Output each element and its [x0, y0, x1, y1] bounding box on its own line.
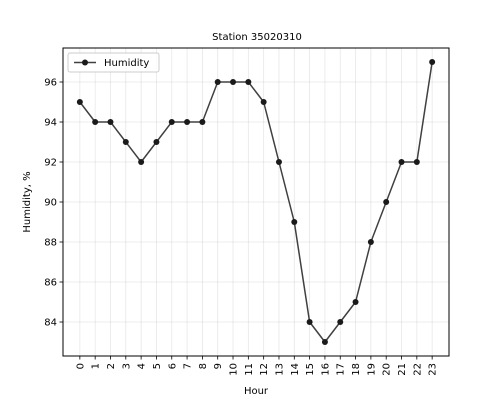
x-tick-label: 4 — [137, 363, 148, 369]
x-tick-label: 2 — [106, 363, 117, 369]
data-point — [214, 79, 221, 85]
y-tick-label: 84 — [44, 318, 57, 329]
series-line — [79, 61, 433, 343]
y-axis-label: Humidity, % — [22, 171, 33, 232]
x-tick-label: 3 — [121, 363, 132, 369]
data-point — [153, 139, 160, 145]
data-point — [383, 199, 390, 205]
data-point — [413, 159, 420, 165]
x-tick-label: 8 — [198, 363, 209, 369]
x-tick-label: 23 — [428, 363, 439, 376]
legend-label-humidity: Humidity — [104, 58, 149, 69]
data-point — [230, 79, 237, 85]
data-point — [275, 159, 282, 165]
series-humidity — [76, 59, 436, 345]
data-point — [245, 79, 252, 85]
data-point — [260, 99, 267, 105]
grid — [63, 48, 449, 356]
y-tick-label: 88 — [44, 238, 57, 249]
data-point — [76, 99, 83, 105]
x-tick-label: 19 — [366, 363, 377, 376]
data-point — [107, 119, 114, 125]
data-point — [352, 299, 359, 305]
data-point — [398, 159, 405, 165]
x-tick-label: 7 — [183, 363, 194, 369]
x-tick-label: 12 — [259, 363, 270, 376]
y-tick-label: 96 — [44, 78, 57, 89]
x-tick-label: 10 — [229, 363, 240, 376]
x-tick-label: 21 — [397, 363, 408, 376]
legend-marker-swatch — [82, 59, 88, 66]
data-point — [184, 119, 191, 125]
x-tick-label: 20 — [382, 363, 393, 376]
data-point — [168, 119, 175, 125]
data-point — [429, 59, 436, 65]
x-tick-label: 16 — [320, 363, 331, 376]
y-tick-label: 92 — [44, 158, 57, 169]
x-tick-label: 1 — [91, 363, 102, 369]
x-tick-label: 6 — [167, 363, 178, 369]
legend-box — [67, 52, 160, 73]
y-tick-label: 94 — [44, 118, 57, 129]
x-tick-label: 14 — [290, 363, 301, 376]
x-tick-label: 5 — [152, 363, 163, 369]
x-tick-label: 15 — [305, 363, 316, 376]
y-tick-label: 90 — [44, 198, 57, 209]
legend: Humidity — [67, 52, 160, 73]
x-tick-label: 9 — [213, 363, 224, 369]
y-tick-label: 86 — [44, 278, 57, 289]
y-axis: 84 86 88 90 92 94 96 — [44, 78, 63, 329]
x-tick-label: 11 — [244, 363, 255, 376]
x-tick-label: 17 — [336, 363, 347, 376]
x-tick-label: 22 — [412, 363, 423, 376]
x-tick-label: 18 — [351, 363, 362, 376]
x-axis: 0 1 2 3 4 5 6 7 8 9 10 11 12 13 14 15 16 17 18 19 20 21 22 23 — [75, 356, 439, 376]
data-point — [92, 119, 99, 125]
data-point — [122, 139, 129, 145]
x-tick-label: 0 — [75, 363, 86, 369]
data-point — [367, 239, 374, 245]
data-point — [337, 319, 344, 325]
data-point — [199, 119, 206, 125]
x-axis-label: Hour — [244, 386, 269, 397]
x-tick-label: 13 — [274, 363, 285, 376]
chart-title: Station 35020310 — [212, 32, 302, 43]
data-point — [138, 159, 145, 165]
data-point — [306, 319, 313, 325]
data-point — [321, 339, 328, 345]
data-point — [291, 219, 298, 225]
